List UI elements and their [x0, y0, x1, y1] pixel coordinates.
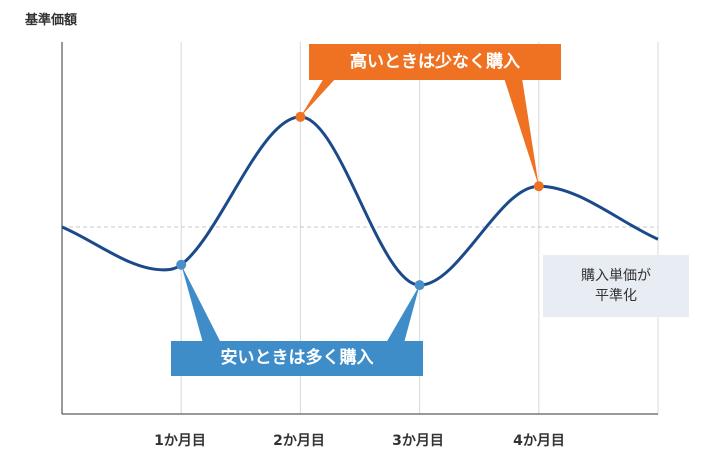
- x-tick-label-2: 2か月目: [273, 433, 325, 449]
- data-point-2: [295, 111, 306, 122]
- data-point-1: [176, 259, 187, 270]
- note-line-1: 購入単価が: [581, 268, 651, 284]
- y-axis-label: 基準価額: [25, 13, 78, 28]
- x-tick-label-3: 3か月目: [392, 433, 444, 449]
- callout-pointer-high-2: [504, 78, 539, 187]
- note-line-2: 平準化: [595, 288, 637, 304]
- callout-pointer-low-2: [386, 285, 420, 343]
- callout-pointer-high-1: [300, 78, 336, 117]
- data-point-4: [533, 181, 544, 192]
- note-averaged-cost: 購入単価が 平準化: [543, 255, 689, 317]
- x-tick-label-4: 4か月目: [513, 433, 565, 449]
- callout-pointer-low-1: [181, 264, 221, 343]
- callout-buy-less-when-high: 高いときは少なく購入: [309, 44, 561, 80]
- data-point-3: [414, 280, 425, 291]
- x-tick-label-1: 1か月目: [154, 433, 206, 449]
- callout-buy-more-when-low: 安いときは多く購入: [171, 341, 423, 376]
